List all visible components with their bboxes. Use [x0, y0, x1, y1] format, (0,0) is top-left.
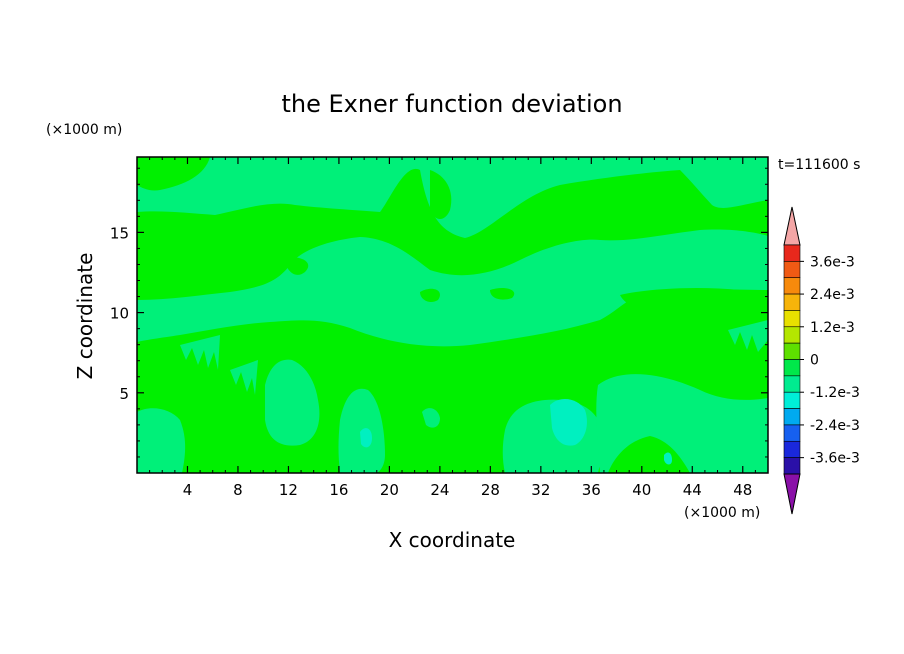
x-unit-label: (×1000 m) — [684, 505, 760, 521]
colorbar-label: -3.6e-3 — [810, 451, 860, 467]
x-tick-label: 44 — [683, 481, 702, 499]
x-axis-label: X coordinate — [389, 528, 516, 552]
contour-region-lower-left — [137, 408, 186, 473]
colorbar-segment — [783, 244, 801, 262]
x-tick-label: 36 — [582, 481, 601, 499]
colorbar-label: 2.4e-3 — [810, 287, 855, 303]
x-tick-label: 16 — [329, 481, 348, 499]
contour-region-upper — [137, 157, 768, 238]
y-unit-label: (×1000 m) — [46, 122, 122, 138]
colorbar-segment — [783, 310, 801, 328]
contour-region-cyan — [550, 398, 587, 446]
colorbar-segment — [783, 359, 801, 377]
x-tick-label: 24 — [430, 481, 449, 499]
y-ticks: 5 10 15 — [110, 167, 768, 458]
x-tick-label: 28 — [481, 481, 500, 499]
colorbar-under-triangle — [783, 473, 801, 515]
colorbar-segment — [783, 408, 801, 426]
colorbar-segment — [783, 457, 801, 475]
x-tick-label: 40 — [632, 481, 651, 499]
time-label: t=111600 s — [778, 157, 860, 173]
colorbar: 3.6e-3 2.4e-3 1.2e-3 0 -1.2e-3 -2.4e-3 -3.6e-3 — [783, 206, 860, 515]
colorbar-segment — [783, 375, 801, 393]
y-tick-label: 10 — [110, 305, 129, 323]
colorbar-label: -2.4e-3 — [810, 418, 860, 434]
colorbar-segment — [783, 391, 801, 409]
x-tick-label: 4 — [183, 481, 193, 499]
y-tick-label: 15 — [110, 224, 129, 242]
x-tick-label: 12 — [279, 481, 298, 499]
colorbar-label: 3.6e-3 — [810, 254, 855, 270]
colorbar-segment — [783, 293, 801, 311]
colorbar-segment — [783, 326, 801, 344]
y-tick-label: 5 — [119, 385, 129, 403]
x-ticks: 4 8 12 16 20 24 28 32 36 40 44 48 — [149, 157, 756, 499]
x-tick-label: 48 — [733, 481, 752, 499]
colorbar-segment — [783, 342, 801, 360]
contour-region-middle — [137, 229, 768, 347]
colorbar-segment — [783, 261, 801, 279]
x-tick-label: 8 — [233, 481, 243, 499]
colorbar-segment — [783, 424, 801, 442]
chart-title: the Exner function deviation — [281, 90, 622, 118]
colorbar-label: 1.2e-3 — [810, 320, 855, 336]
colorbar-segment — [783, 277, 801, 295]
colorbar-over-triangle — [783, 206, 801, 246]
x-tick-label: 20 — [380, 481, 399, 499]
y-axis-label: Z coordinate — [73, 253, 97, 380]
colorbar-label: 0 — [810, 353, 819, 369]
x-tick-label: 32 — [531, 481, 550, 499]
colorbar-segment — [783, 440, 801, 458]
colorbar-label: -1.2e-3 — [810, 385, 860, 401]
